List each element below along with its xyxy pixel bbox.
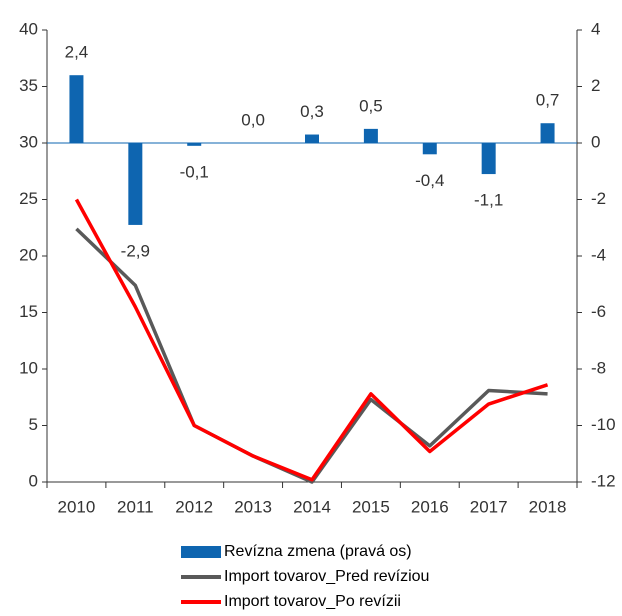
bar-value-label: -1,1 bbox=[474, 191, 503, 210]
line bbox=[74, 198, 549, 482]
y2-tick-label: -4 bbox=[591, 245, 606, 264]
bar-value-label: 0,0 bbox=[241, 110, 265, 129]
bar bbox=[128, 143, 143, 225]
y2-tick-label: -12 bbox=[591, 471, 616, 490]
x-tick-label: 2013 bbox=[234, 497, 272, 516]
x-tick-label: 2014 bbox=[293, 497, 331, 516]
y2-tick-label: -8 bbox=[591, 358, 606, 377]
x-tick-label: 2017 bbox=[470, 497, 508, 516]
bar bbox=[422, 143, 437, 155]
y2-tick-label: -10 bbox=[591, 415, 616, 434]
legend-label: Import tovarov_Pred revíziou bbox=[224, 568, 429, 585]
x-tick-label: 2016 bbox=[411, 497, 449, 516]
bar bbox=[305, 134, 319, 143]
y-tick-label: 40 bbox=[19, 19, 38, 38]
bar bbox=[363, 128, 378, 143]
y-tick-label: 0 bbox=[29, 471, 38, 490]
y-tick-label: 25 bbox=[19, 189, 38, 208]
bar bbox=[69, 75, 84, 143]
bar-value-label: 2,4 bbox=[65, 43, 89, 62]
bar-value-label: -0,4 bbox=[415, 171, 444, 190]
bar-value-label: -2,9 bbox=[121, 241, 150, 260]
bar-value-label: 0,3 bbox=[300, 102, 324, 121]
x-tick-label: 2018 bbox=[529, 497, 567, 516]
y2-tick-label: -6 bbox=[591, 302, 606, 321]
y-tick-label: 20 bbox=[19, 245, 38, 264]
y-tick-label: 5 bbox=[29, 415, 38, 434]
legend-label: Revízna zmena (pravá os) bbox=[224, 543, 412, 560]
bar-value-label: -0,1 bbox=[180, 162, 209, 181]
y2-tick-label: 4 bbox=[591, 19, 600, 38]
bar bbox=[187, 143, 202, 146]
x-tick-label: 2012 bbox=[175, 497, 213, 516]
x-tick-label: 2011 bbox=[117, 497, 154, 516]
y2-tick-label: 2 bbox=[591, 76, 600, 95]
x-tick-label: 2010 bbox=[58, 497, 96, 516]
x-tick-label: 2015 bbox=[352, 497, 390, 516]
y-tick-label: 10 bbox=[19, 358, 38, 377]
legend-label: Import tovarov_Po revízii bbox=[224, 593, 401, 610]
bar-value-label: 0,5 bbox=[359, 96, 383, 115]
line bbox=[75, 227, 548, 484]
legend-swatch bbox=[181, 546, 221, 558]
bar bbox=[481, 143, 496, 175]
y-tick-label: 15 bbox=[19, 302, 38, 321]
bar bbox=[540, 123, 555, 143]
bar-value-label: 0,7 bbox=[536, 91, 560, 110]
y-tick-label: 35 bbox=[19, 76, 38, 95]
y-tick-label: 30 bbox=[19, 132, 38, 151]
y2-tick-label: 0 bbox=[591, 132, 600, 151]
y2-tick-label: -2 bbox=[591, 189, 606, 208]
